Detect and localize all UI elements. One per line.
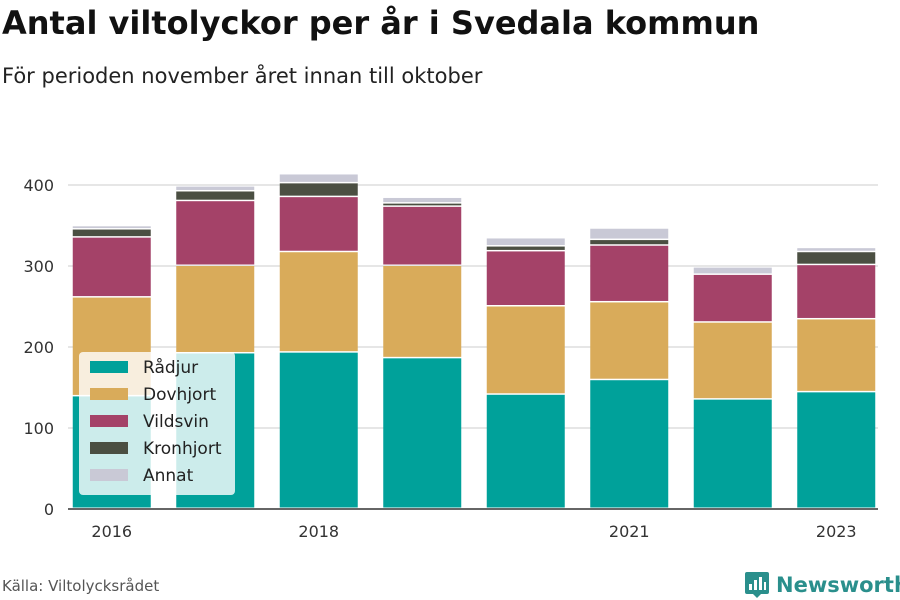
bar-segment-rådjur-2021 [590, 380, 669, 508]
bar-segment-vildsvin-2022 [693, 274, 772, 322]
legend-label: Dovhjort [143, 385, 216, 405]
bar-segment-rådjur-2019 [383, 358, 462, 508]
stacked-bar-chart: 0 100 200 300 400 2016 2018 2021 2023 Rådjur Dov… [23, 174, 878, 541]
legend: Rådjur Dovhjort Vildsvin Kronhjort Annat [79, 352, 235, 495]
bar-segment-dovhjort-2022 [693, 322, 772, 399]
x-tick-label: 2023 [816, 522, 857, 541]
brand-name: Newsworthy [776, 573, 900, 597]
bar-segment-kronhjort-2020 [486, 246, 565, 250]
bar-segment-vildsvin-2021 [590, 245, 669, 301]
y-tick-label: 200 [23, 338, 54, 357]
bar-segment-dovhjort-2020 [486, 306, 565, 394]
x-tick-label: 2021 [609, 522, 650, 541]
chart-title: Antal viltolyckor per år i Svedala kommu… [2, 4, 760, 42]
bar-segment-annat-2022 [693, 267, 772, 274]
bar-segment-kronhjort-2016 [72, 229, 151, 237]
bar-segment-vildsvin-2019 [383, 206, 462, 265]
bar-segment-vildsvin-2023 [797, 265, 876, 318]
legend-background [79, 352, 235, 495]
legend-swatch-kronhjort [90, 442, 128, 454]
bar-segment-rådjur-2023 [797, 392, 876, 508]
legend-swatch-dovhjort [90, 388, 128, 400]
y-tick-label: 300 [23, 257, 54, 276]
y-axis-tick-labels: 0 100 200 300 400 [23, 176, 54, 519]
bar-segment-rådjur-2020 [486, 394, 565, 508]
legend-label: Rådjur [143, 357, 198, 378]
legend-label: Kronhjort [143, 439, 222, 459]
bar-segment-annat-2018 [279, 174, 358, 182]
bar-segment-annat-2016 [72, 226, 151, 229]
bar-segment-annat-2021 [590, 228, 669, 239]
bar-segment-kronhjort-2023 [797, 252, 876, 264]
x-tick-label: 2016 [91, 522, 132, 541]
bar-segment-annat-2023 [797, 248, 876, 251]
bar-segment-kronhjort-2018 [279, 183, 358, 196]
x-tick-label: 2018 [298, 522, 339, 541]
source-note: Källa: Viltolycksrådet [2, 577, 160, 595]
bar-segment-rådjur-2018 [279, 352, 358, 508]
bar-segment-dovhjort-2021 [590, 302, 669, 379]
legend-swatch-vildsvin [90, 415, 128, 427]
legend-swatch-annat [90, 469, 128, 481]
x-axis-tick-labels: 2016 2018 2021 2023 [91, 522, 856, 541]
y-tick-label: 100 [23, 419, 54, 438]
bar-segment-vildsvin-2018 [279, 197, 358, 251]
bar-segment-dovhjort-2023 [797, 319, 876, 391]
y-tick-label: 0 [44, 500, 54, 519]
legend-label: Annat [143, 466, 194, 486]
brand-logo: Newsworthy [744, 570, 900, 600]
bar-chart-logo-icon [745, 572, 769, 598]
bar-segment-vildsvin-2020 [486, 251, 565, 305]
chart-subtitle: För perioden november året innan till ok… [2, 64, 483, 88]
bar-segment-dovhjort-2019 [383, 266, 462, 357]
y-tick-label: 400 [23, 176, 54, 195]
bar-segment-dovhjort-2017 [176, 266, 255, 352]
bar-segment-dovhjort-2018 [279, 252, 358, 352]
bar-segment-annat-2019 [383, 197, 462, 203]
legend-label: Vildsvin [143, 412, 209, 432]
bar-segment-kronhjort-2021 [590, 240, 669, 245]
bar-segment-kronhjort-2019 [383, 203, 462, 206]
bar-segment-annat-2020 [486, 238, 565, 246]
legend-swatch-rådjur [90, 361, 128, 373]
bar-segment-rådjur-2022 [693, 399, 772, 508]
bar-segment-vildsvin-2017 [176, 201, 255, 265]
bar-segment-vildsvin-2016 [72, 237, 151, 297]
bar-segment-annat-2017 [176, 186, 255, 190]
bar-segment-kronhjort-2017 [176, 191, 255, 200]
